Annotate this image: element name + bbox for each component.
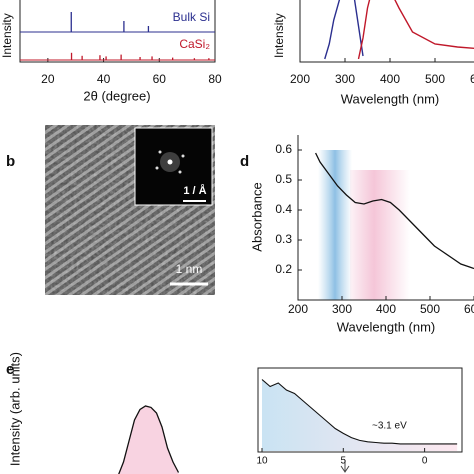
x-axis-label: Wavelength (nm) [341, 91, 440, 106]
legend-label: CaSi₂ [179, 37, 210, 51]
data-line [118, 405, 180, 474]
area-fill [118, 406, 179, 474]
panel-label: d [240, 153, 249, 170]
x-tick-label: 60 [153, 72, 167, 86]
legend-label: Bulk Si [173, 10, 210, 24]
y-axis-label: Absorbance [249, 182, 264, 251]
y-axis-label: Intensity [0, 13, 14, 58]
tem-image [45, 125, 215, 295]
x-tick-label: 500 [420, 302, 440, 316]
area-fill [262, 379, 458, 451]
highlight-band [318, 150, 352, 300]
plot-frame [19, 0, 216, 63]
scale-bar-label: 1 nm [176, 262, 203, 276]
x-tick-label: 5 [341, 456, 347, 467]
x-tick-label: 200 [288, 302, 308, 316]
data-line [324, 0, 364, 60]
x-tick-label: 40 [97, 72, 111, 86]
y-axis-label: Intensity (arb. units) [7, 352, 22, 466]
x-tick-label: 300 [332, 302, 352, 316]
panel-label: e [6, 361, 14, 378]
y-tick-label: 0.4 [275, 202, 292, 216]
arrow [340, 460, 350, 473]
x-tick-label: 200 [290, 72, 310, 86]
x-tick-label: 10 [256, 456, 268, 467]
annotation: ~3.1 eV [372, 421, 407, 432]
y-tick-label: 0.3 [275, 232, 292, 246]
y-tick-label: 0.6 [275, 142, 292, 156]
x-tick-label: 500 [425, 72, 445, 86]
x-tick-label: 600 [464, 302, 474, 316]
highlight-band [350, 170, 410, 300]
panel-label: b [6, 153, 15, 170]
x-tick-label: 0 [422, 456, 428, 467]
x-tick-label: 20 [41, 72, 55, 86]
x-tick-label: 600 [470, 72, 474, 86]
x-tick-label: 80 [208, 72, 222, 86]
data-line [357, 0, 474, 60]
x-tick-label: 400 [380, 72, 400, 86]
x-tick-label: 300 [335, 72, 355, 86]
data-line [315, 152, 474, 270]
x-axis-label: Wavelength (nm) [337, 319, 436, 334]
y-axis-label: Intensity [272, 13, 286, 58]
x-axis-label: 2θ (degree) [83, 88, 150, 103]
fft-scale-label: 1 / Å [183, 184, 206, 197]
data-line [261, 379, 458, 445]
y-tick-label: 0.2 [275, 262, 292, 276]
x-tick-label: 400 [376, 302, 396, 316]
y-tick-label: 0.5 [275, 172, 292, 186]
